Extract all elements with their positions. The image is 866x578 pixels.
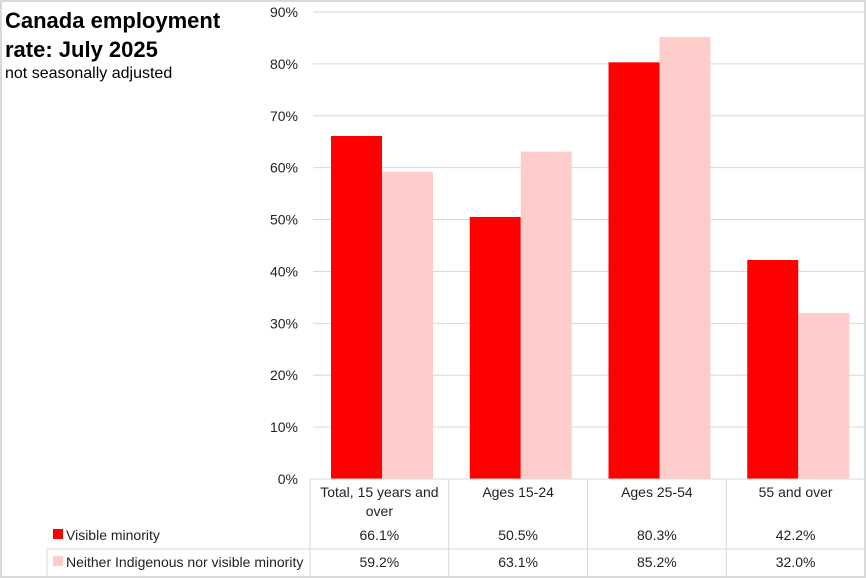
y-tick-label: 20%	[270, 367, 298, 383]
category-label: Ages 15-24	[482, 484, 554, 500]
y-tick-label: 10%	[270, 419, 298, 435]
legend-label: Neither Indigenous nor visible minority	[66, 554, 303, 570]
bar-visible-minority	[747, 260, 799, 479]
chart-title: Canada employment rate: July 2025	[5, 8, 221, 62]
y-tick-label: 70%	[270, 108, 298, 124]
bar-neither	[659, 36, 711, 479]
category-label: over	[366, 503, 394, 519]
data-table-value: 32.0%	[776, 554, 816, 570]
bar-neither	[520, 151, 572, 479]
legend-swatch	[53, 529, 63, 539]
data-table-value: 50.5%	[498, 527, 538, 543]
bar-visible-minority	[331, 136, 382, 479]
data-table-value: 42.2%	[776, 527, 816, 543]
bar-neither	[382, 171, 433, 479]
data-table-value: 63.1%	[498, 554, 538, 570]
data-table-value: 59.2%	[360, 554, 400, 570]
y-tick-label: 0%	[278, 471, 298, 487]
category-label: 55 and over	[759, 484, 833, 500]
data-table-value: 66.1%	[360, 527, 400, 543]
bar-neither	[798, 312, 850, 479]
y-tick-label: 80%	[270, 56, 298, 72]
y-tick-label: 40%	[270, 263, 298, 279]
y-tick-label: 90%	[270, 4, 298, 20]
legend-swatch	[53, 556, 63, 566]
data-table-value: 80.3%	[637, 527, 677, 543]
legend-label: Visible minority	[66, 527, 160, 543]
category-label: Total, 15 years and	[320, 484, 438, 500]
bar-visible-minority	[469, 216, 521, 479]
chart-subtitle: not seasonally adjusted	[5, 65, 173, 82]
data-table-value: 85.2%	[637, 554, 677, 570]
y-tick-label: 60%	[270, 160, 298, 176]
bar-visible-minority	[608, 62, 660, 480]
category-label: Ages 25-54	[621, 484, 693, 500]
y-tick-label: 50%	[270, 212, 298, 228]
y-tick-label: 30%	[270, 315, 298, 331]
